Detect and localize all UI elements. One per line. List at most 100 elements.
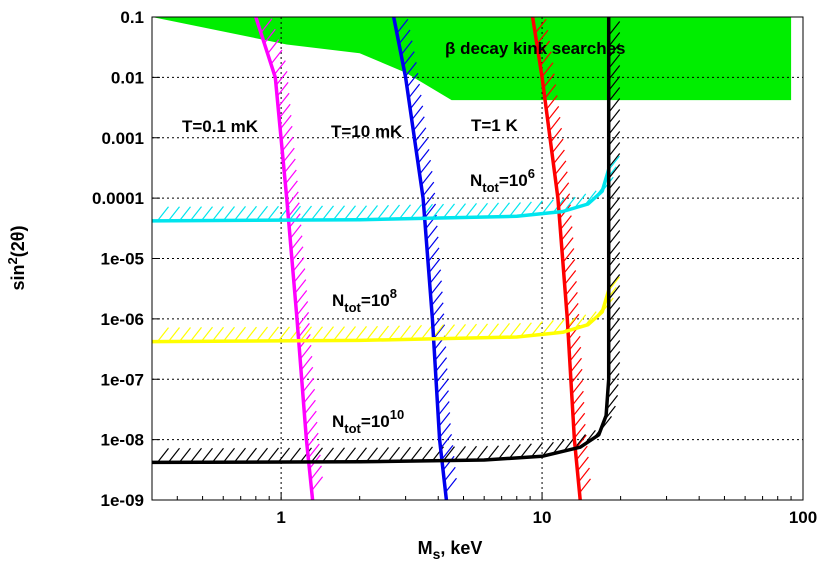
hatch-mark <box>190 206 202 221</box>
hatch-mark <box>416 138 428 153</box>
hatch-mark <box>438 412 451 427</box>
hatch-mark <box>234 326 246 342</box>
hatch-mark <box>168 447 180 463</box>
hatching <box>157 18 621 494</box>
hatch-mark <box>408 83 421 99</box>
hatch-mark <box>542 73 555 89</box>
hatch-mark <box>565 281 577 296</box>
hatch-mark <box>311 205 323 221</box>
hatch-mark <box>300 326 312 342</box>
hatch-mark <box>431 302 444 318</box>
hatch-mark <box>366 325 378 341</box>
hatch-mark <box>234 206 246 221</box>
x-axis-label: Ms, keV <box>418 538 483 562</box>
hatch-mark <box>290 235 303 251</box>
hatch-mark <box>430 291 443 307</box>
hatch-mark <box>426 236 439 252</box>
hatch-mark <box>454 324 466 339</box>
hatch-mark <box>245 205 257 221</box>
hatch-mark <box>608 109 621 124</box>
hatch-mark <box>440 434 453 449</box>
hatch-mark <box>433 324 446 340</box>
hatch-mark <box>366 447 378 463</box>
hatch-mark <box>427 247 440 263</box>
hatch-mark <box>322 205 334 221</box>
hatch-mark <box>168 327 180 342</box>
hatch-mark <box>437 401 450 416</box>
hatch-mark <box>465 203 477 218</box>
hatch-mark <box>212 326 224 342</box>
hatch-mark <box>436 379 449 394</box>
hatch-mark <box>190 327 202 342</box>
hatch-mark <box>573 412 586 428</box>
y-axis-label: sin2(2θ) <box>5 226 28 291</box>
hatch-mark <box>548 116 561 132</box>
hatch-mark <box>566 303 579 318</box>
hatch-mark <box>570 368 583 384</box>
hatch-mark <box>608 120 621 135</box>
hatch-mark <box>388 325 400 341</box>
hatch-mark <box>519 443 532 459</box>
y-tick-label: 0.001 <box>101 129 144 148</box>
hatch-mark <box>557 182 570 198</box>
hatch-mark <box>294 279 307 294</box>
hatch-mark <box>399 325 411 340</box>
hatch-mark <box>509 322 521 338</box>
hatch-mark <box>608 21 621 36</box>
hatch-mark <box>377 447 389 462</box>
hatch-mark <box>410 204 422 219</box>
hatch-mark <box>487 323 499 339</box>
hatch-mark <box>567 313 580 329</box>
hatch-mark <box>608 263 621 278</box>
hatch-mark <box>333 205 345 221</box>
hatch-mark <box>419 159 432 175</box>
hatch-mark <box>287 202 300 218</box>
hatch-mark <box>476 202 488 218</box>
series-line-5 <box>151 17 611 465</box>
hatch-mark <box>277 92 290 108</box>
hatch-mark <box>454 203 466 218</box>
hatch-mark <box>539 51 552 67</box>
hatch-mark <box>579 478 591 494</box>
hatch-mark <box>562 248 575 263</box>
hatch-mark <box>565 292 578 307</box>
hatch-mark <box>293 268 306 283</box>
series-label-n6: Ntot=106 <box>470 166 535 195</box>
hatch-mark <box>608 241 621 256</box>
hatch-mark <box>280 125 293 141</box>
hatch-mark <box>305 421 318 437</box>
ticks: 1 10 100 0.1 0.01 0.001 0.0001 1e-05 1e-06 1e-07 1… <box>92 8 817 527</box>
hatch-mark <box>558 193 571 209</box>
x-tick-label: 10 <box>533 508 552 527</box>
hatch-mark <box>421 324 433 340</box>
hatch-mark <box>530 321 543 336</box>
hatch-mark <box>555 171 568 187</box>
hatch-mark <box>311 326 323 342</box>
hatch-mark <box>608 296 621 311</box>
hatch-mark <box>399 446 411 462</box>
hatch-mark <box>267 39 280 54</box>
hatch-mark <box>442 455 455 471</box>
hatch-mark <box>429 269 442 285</box>
hatch-mark <box>570 357 582 373</box>
hatch-mark <box>552 318 565 334</box>
hatch-mark <box>270 49 283 65</box>
hatch-mark <box>412 116 425 132</box>
hatch-mark <box>256 447 268 463</box>
hatch-mark <box>573 423 586 439</box>
hatch-mark <box>333 447 345 463</box>
hatch-mark <box>608 307 621 322</box>
hatch-mark <box>179 206 191 222</box>
series-label-t1k: T=1 K <box>471 116 518 135</box>
hatch-mark <box>530 200 543 216</box>
hatch-mark <box>519 322 532 338</box>
hatch-mark <box>289 447 301 463</box>
hatch-mark <box>322 447 334 463</box>
hatch-mark <box>608 208 621 223</box>
hatch-mark <box>296 301 309 316</box>
hatch-mark <box>322 326 334 341</box>
hatch-mark <box>311 447 323 463</box>
series-line-4 <box>151 289 611 344</box>
hatch-mark <box>434 346 447 361</box>
hatch-mark <box>430 280 443 296</box>
